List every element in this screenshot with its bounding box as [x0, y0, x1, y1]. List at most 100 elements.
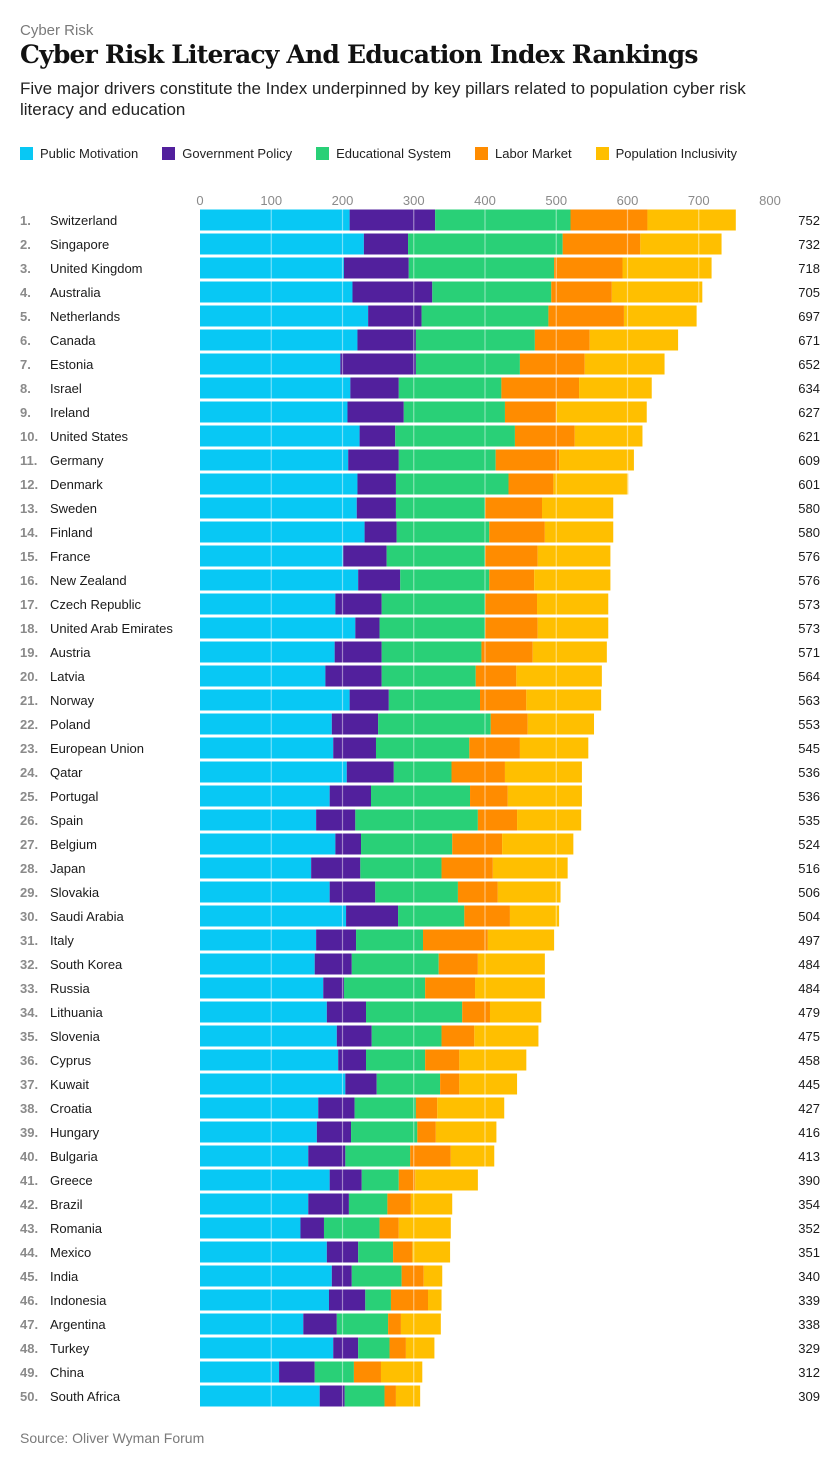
bar-segment-educational-system — [375, 737, 470, 759]
bar-segment-educational-system — [379, 617, 485, 639]
bar-segment-population-inclusivity — [537, 545, 611, 567]
bar-segment-public-motivation — [200, 593, 336, 615]
total-value-label: 352 — [798, 1221, 820, 1236]
bar-row — [200, 1169, 478, 1191]
country-label: Lithuania — [50, 1005, 104, 1020]
country-label: Indonesia — [50, 1293, 107, 1308]
bar-row — [200, 857, 568, 879]
rank-label: 15. — [20, 549, 38, 564]
bar-segment-government-policy — [343, 545, 387, 567]
country-label: Finland — [50, 525, 93, 540]
country-label: Latvia — [50, 669, 85, 684]
total-value-label: 580 — [798, 525, 820, 540]
total-value-label: 571 — [798, 645, 820, 660]
bar-segment-labor-market — [548, 305, 624, 327]
bar-segment-public-motivation — [200, 1145, 309, 1167]
bar-row — [200, 1361, 423, 1383]
bar-segment-government-policy — [355, 617, 380, 639]
bar-segment-educational-system — [366, 1001, 463, 1023]
x-tick-label: 300 — [403, 193, 425, 208]
total-value-label: 413 — [798, 1149, 820, 1164]
legend-item-labor-market: Labor Market — [475, 146, 572, 161]
bar-segment-population-inclusivity — [640, 233, 722, 255]
bar-row — [200, 281, 703, 303]
legend-item-government-policy: Government Policy — [162, 146, 292, 161]
bar-segment-public-motivation — [200, 1337, 334, 1359]
bar-segment-labor-market — [452, 833, 503, 855]
rank-label: 50. — [20, 1389, 38, 1404]
bar-segment-public-motivation — [200, 641, 335, 663]
bar-segment-government-policy — [316, 929, 357, 951]
bar-segment-government-policy — [333, 1337, 359, 1359]
rank-label: 5. — [20, 309, 31, 324]
bar-segment-educational-system — [395, 473, 509, 495]
rank-label: 25. — [20, 789, 38, 804]
bar-row — [200, 545, 611, 567]
bar-row — [200, 1289, 442, 1311]
country-label: Czech Republic — [50, 597, 142, 612]
bar-segment-educational-system — [388, 689, 481, 711]
bar-segment-population-inclusivity — [509, 905, 560, 927]
bar-segment-government-policy — [334, 641, 382, 663]
country-label: Norway — [50, 693, 95, 708]
bar-segment-government-policy — [346, 905, 399, 927]
bar-segment-population-inclusivity — [556, 401, 647, 423]
country-label: Netherlands — [50, 309, 121, 324]
bar-segment-government-policy — [352, 281, 433, 303]
bar-segment-population-inclusivity — [622, 257, 712, 279]
bar-segment-educational-system — [336, 1313, 389, 1335]
bar-segment-population-inclusivity — [412, 1241, 451, 1263]
bar-segment-public-motivation — [200, 1385, 320, 1407]
rank-label: 23. — [20, 741, 38, 756]
bar-segment-labor-market — [425, 1049, 460, 1071]
rank-label: 28. — [20, 861, 38, 876]
total-value-label: 524 — [798, 837, 820, 852]
bar-segment-population-inclusivity — [611, 281, 703, 303]
bar-segment-public-motivation — [200, 353, 341, 375]
bar-segment-labor-market — [469, 737, 520, 759]
rank-label: 7. — [20, 357, 31, 372]
bar-segment-labor-market — [415, 1097, 438, 1119]
legend-swatch-labor-market — [475, 147, 489, 160]
bar-segment-public-motivation — [200, 713, 332, 735]
bar-segment-government-policy — [308, 1193, 349, 1215]
bar-segment-government-policy — [333, 737, 376, 759]
rank-label: 19. — [20, 645, 38, 660]
bar-segment-government-policy — [356, 497, 396, 519]
bar-segment-educational-system — [348, 1193, 388, 1215]
bar-row — [200, 1001, 542, 1023]
total-value-label: 516 — [798, 861, 820, 876]
bar-segment-population-inclusivity — [537, 593, 609, 615]
bar-segment-public-motivation — [200, 665, 326, 687]
bar-segment-government-policy — [364, 521, 397, 543]
bar-row — [200, 977, 545, 999]
bar-segment-government-policy — [318, 1097, 355, 1119]
bar-segment-government-policy — [348, 449, 399, 471]
country-label: South Africa — [50, 1389, 121, 1404]
total-value-label: 580 — [798, 501, 820, 516]
rank-label: 45. — [20, 1269, 38, 1284]
country-label: Slovenia — [50, 1029, 101, 1044]
bar-row — [200, 1337, 435, 1359]
bar-segment-government-policy — [347, 401, 404, 423]
bar-segment-educational-system — [365, 1289, 391, 1311]
total-value-label: 752 — [798, 213, 820, 228]
bar-row — [200, 1241, 451, 1263]
total-value-label: 329 — [798, 1341, 820, 1356]
bar-segment-population-inclusivity — [492, 857, 568, 879]
legend-swatch-educational-system — [316, 147, 330, 160]
bar-segment-labor-market — [480, 689, 527, 711]
bar-segment-educational-system — [323, 1217, 380, 1239]
total-value-label: 351 — [798, 1245, 820, 1260]
total-value-label: 705 — [798, 285, 820, 300]
bar-row — [200, 305, 697, 327]
country-label: India — [50, 1269, 79, 1284]
country-label: China — [50, 1365, 85, 1380]
bar-segment-public-motivation — [200, 305, 369, 327]
total-value-label: 484 — [798, 981, 820, 996]
bar-row — [200, 1049, 527, 1071]
total-value-label: 564 — [798, 669, 820, 684]
bar-row — [200, 569, 611, 591]
bar-segment-public-motivation — [200, 1289, 329, 1311]
legend-label: Population Inclusivity — [615, 146, 738, 161]
